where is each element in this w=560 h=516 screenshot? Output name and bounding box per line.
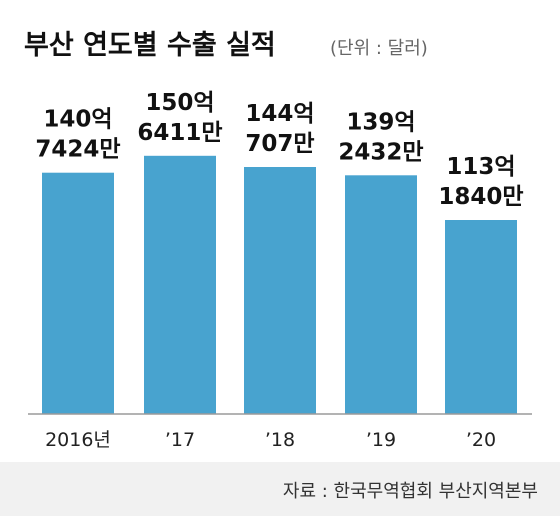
- x-tick-label-1: ’17: [165, 429, 195, 451]
- x-tick-label-2: ’18: [265, 429, 295, 451]
- bar-0: [42, 172, 114, 414]
- bars-group: [42, 155, 517, 415]
- bar-1: [144, 155, 216, 415]
- bar-4: [445, 220, 517, 414]
- bar-2: [244, 167, 316, 414]
- x-tick-label-0: 2016년: [45, 429, 111, 451]
- source-note: 자료 : 한국무역협회 부산지역본부: [283, 481, 538, 502]
- data-label-1-1: 6411만: [137, 120, 222, 146]
- footer-band: [0, 462, 560, 516]
- data-label-0-1: 7424만: [35, 137, 120, 163]
- x-tick-labels-group: 2016년 ’17 ’18 ’19 ’20: [45, 429, 496, 451]
- data-label-4-1: 1840만: [438, 184, 523, 210]
- data-label-4-0: 113억: [446, 154, 515, 180]
- bar-3: [345, 175, 417, 414]
- data-label-1-0: 150억: [145, 90, 214, 116]
- data-label-2-0: 144억: [245, 101, 314, 127]
- x-tick-label-4: ’20: [466, 429, 496, 451]
- data-label-3-0: 139억: [346, 109, 415, 135]
- value-labels-group: 140억 7424만 150억 6411만 144억 707만 139억 2432만 113억 1…: [35, 90, 523, 210]
- data-label-0-0: 140억: [43, 107, 112, 133]
- x-tick-label-3: ’19: [366, 429, 396, 451]
- data-label-3-1: 2432만: [338, 139, 423, 165]
- chart-title: 부산 연도별 수출 실적: [24, 30, 276, 61]
- unit-note: (단위 : 달러): [330, 38, 428, 59]
- data-label-2-1: 707만: [245, 131, 314, 157]
